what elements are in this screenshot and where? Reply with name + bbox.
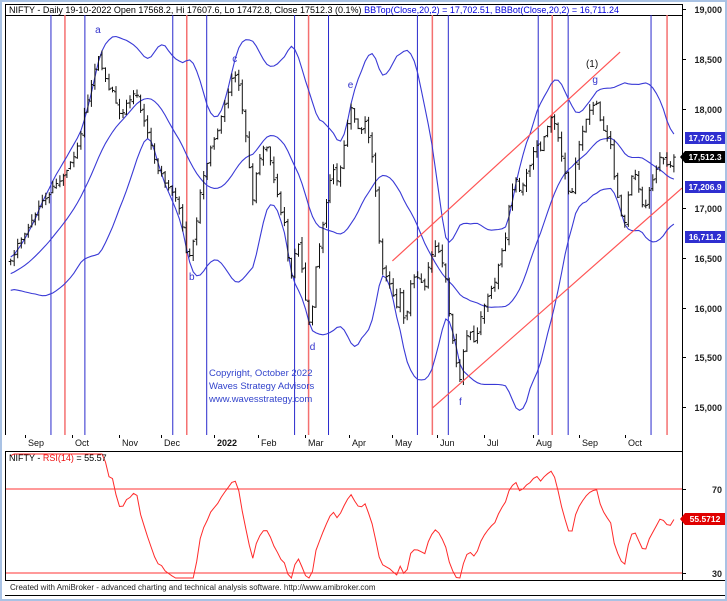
price-axis-label: 17,000 <box>694 204 722 215</box>
month-tick <box>24 435 26 438</box>
price-axis-separator-bottom <box>5 451 682 452</box>
axis-tick <box>682 9 686 11</box>
month-label-jun: Jun <box>439 438 455 448</box>
price-axis-label: 16,000 <box>694 303 722 314</box>
axis-tick <box>682 108 686 110</box>
axis-tick <box>682 489 686 490</box>
month-label-aug: Aug <box>535 438 552 448</box>
price-axis-label: 15,500 <box>694 353 722 364</box>
month-tick <box>119 435 120 438</box>
price-badge-blue: 16,711.2 <box>685 230 725 243</box>
price-axis-label: 15,000 <box>694 403 722 414</box>
month-label-dec: Dec <box>163 438 180 448</box>
trendline[interactable] <box>391 51 621 262</box>
price-badge-black: 17,512.3 <box>680 151 725 164</box>
rsi-value-badge: 55.5712 <box>680 513 725 526</box>
wave-label-e: e <box>348 80 354 91</box>
month-label-jul: Jul <box>486 438 499 448</box>
watermark-text: Copyright, October 2022 Waves Strategy Ad… <box>209 367 314 406</box>
bollinger-bands <box>10 35 675 411</box>
rsi-axis-label: 70 <box>711 485 722 495</box>
price-axis-label: 19,000 <box>694 5 722 16</box>
status-bar-text: Created with AmiBroker - advanced charti… <box>10 583 376 592</box>
month-label-apr: Apr <box>351 438 366 448</box>
chart-title-quote: NIFTY - Daily 19-10-2022 Open 17568.2, H… <box>9 5 365 15</box>
rsi-value: = 55.57 <box>73 453 107 463</box>
watermark-line: Waves Strategy Advisors <box>209 381 315 392</box>
rsi-indicator-name: RSI(14) <box>42 453 74 463</box>
month-tick <box>391 435 393 438</box>
price-axis-column[interactable]: 19,000 18,500 18,000 17,000 16,500 16,000 15,5… <box>680 4 725 580</box>
rsi-pane-title: NIFTY - RSI(14) = 55.57 <box>9 453 107 463</box>
month-tick <box>304 435 306 438</box>
price-badge-blue: 17,702.5 <box>685 132 725 145</box>
month-tick <box>483 435 485 438</box>
month-tick <box>160 435 162 438</box>
month-tick <box>257 435 259 438</box>
price-axis-label: 18,000 <box>694 104 722 115</box>
watermark-line: Copyright, October 2022 <box>209 368 313 379</box>
wave-label-c: c <box>232 54 237 65</box>
price-badge-blue: 17,206.9 <box>685 181 725 194</box>
month-label-may: May <box>394 438 412 448</box>
axis-tick <box>682 257 686 259</box>
month-label-2022: 2022 <box>216 438 238 448</box>
axis-tick <box>682 407 686 409</box>
chart-title-indicators: BBTop(Close,20,2) = 17,702.51, BBBot(Clo… <box>364 5 620 15</box>
month-label-oct: Oct <box>627 438 642 448</box>
month-label-sep: Sep <box>582 438 599 448</box>
watermark-line: www.wavesstrategy.com <box>209 394 313 405</box>
axis-tick <box>682 58 686 60</box>
month-tick <box>72 435 74 438</box>
chart-title-bar: NIFTY - Daily 19-10-2022 Open 17568.2, H… <box>5 4 683 16</box>
rsi-level-lines <box>6 488 682 574</box>
month-tick <box>532 435 534 438</box>
wave-label-a: a <box>95 25 101 36</box>
month-tick <box>213 435 215 438</box>
month-label-sep: Sep <box>27 438 44 448</box>
time-axis[interactable]: Sep Oct Nov Dec 2022 Feb Mar Apr May Jun Jul Aug Sep… <box>5 435 682 451</box>
axis-tick <box>682 573 686 574</box>
rsi-line <box>10 453 675 580</box>
axis-tick <box>682 307 686 309</box>
price-axis-label: 16,500 <box>694 253 722 264</box>
axis-tick <box>682 208 686 210</box>
month-tick <box>624 435 626 438</box>
price-axis-label: 18,500 <box>694 54 722 65</box>
wave-label-d: d <box>310 342 316 353</box>
wave-label-1: (1) <box>586 59 598 70</box>
rsi-pane[interactable] <box>6 451 682 580</box>
bollinger-mid <box>10 97 675 308</box>
wave-label-g: g <box>592 75 598 86</box>
price-pane[interactable]: a b c d e f g (1) <box>6 15 682 435</box>
month-tick <box>436 435 438 438</box>
bollinger-bottom <box>10 137 675 411</box>
month-label-oct: Oct <box>75 438 90 448</box>
wave-label-b: b <box>189 272 195 283</box>
month-label-nov: Nov <box>122 438 139 448</box>
chart-left-border <box>5 15 6 580</box>
month-tick <box>579 435 581 438</box>
trendline[interactable] <box>431 187 682 409</box>
month-tick <box>348 435 350 438</box>
month-label-feb: Feb <box>260 438 277 448</box>
axis-tick <box>682 357 686 359</box>
rsi-symbol: NIFTY - <box>9 453 43 463</box>
wave-label-f: f <box>459 397 462 408</box>
ohlc-bars <box>8 50 676 385</box>
rsi-axis-label: 30 <box>711 569 722 579</box>
status-bar: Created with AmiBroker - advanced charti… <box>5 580 725 596</box>
month-label-mar: Mar <box>307 438 324 448</box>
bollinger-top <box>10 35 675 258</box>
